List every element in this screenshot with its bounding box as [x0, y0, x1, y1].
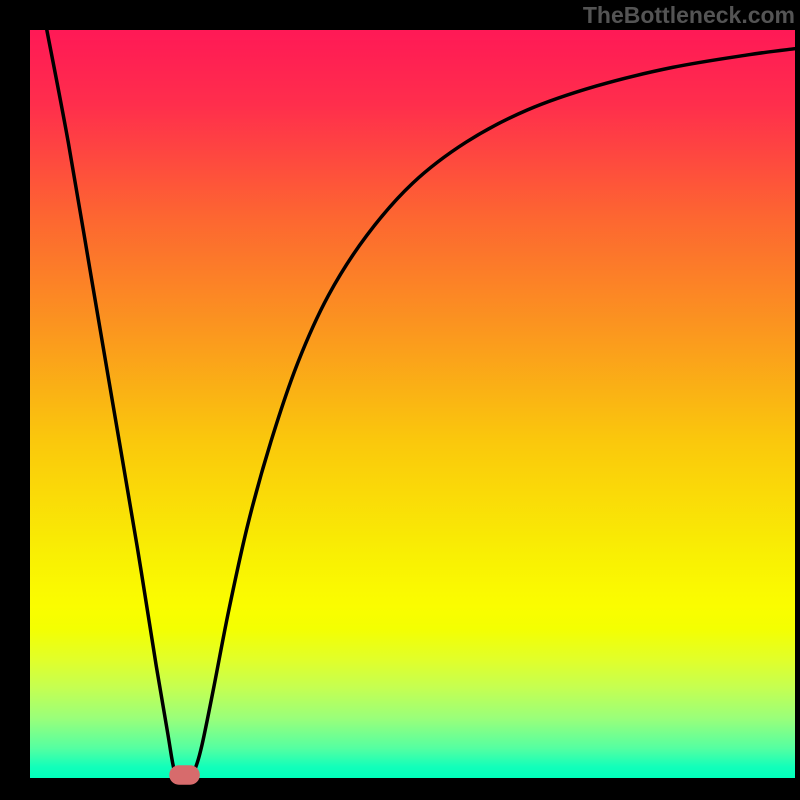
watermark-text: TheBottleneck.com [583, 2, 795, 29]
optimal-point-marker [169, 765, 200, 784]
bottleneck-chart [30, 30, 795, 778]
chart-background-gradient [30, 30, 795, 778]
